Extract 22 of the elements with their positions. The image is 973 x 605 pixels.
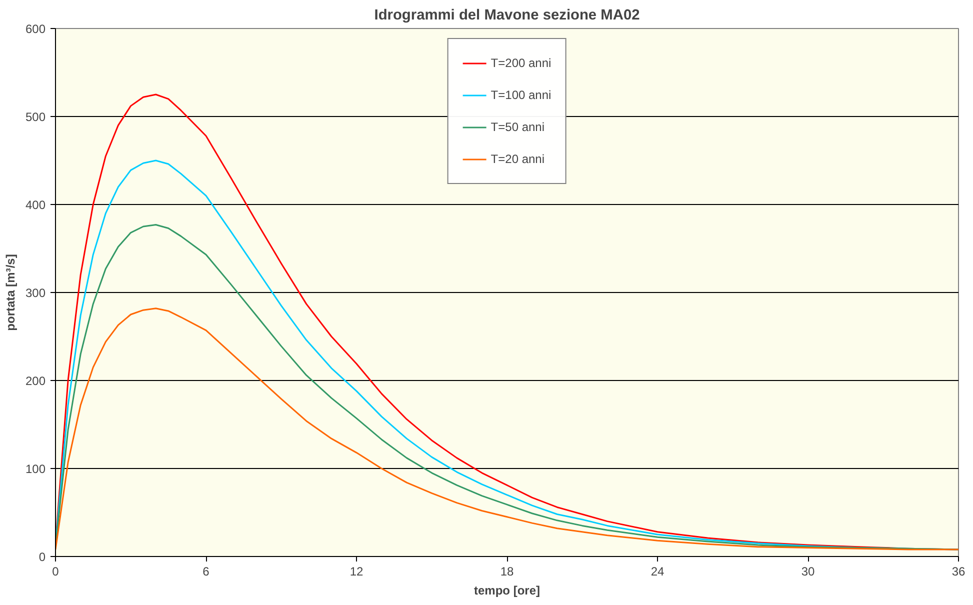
x-axis-title: tempo [ore] (474, 584, 540, 598)
y-tick-label: 400 (25, 198, 46, 212)
legend-label: T=200 anni (490, 56, 552, 70)
x-tick-label: 0 (52, 564, 60, 578)
legend-label: T=100 anni (490, 88, 552, 102)
x-tick-label: 36 (952, 564, 966, 578)
y-axis-title: portata [m³/s] (3, 254, 18, 331)
y-tick-label: 500 (25, 110, 46, 124)
chart-title: Idrogrammi del Mavone sezione MA02 (374, 8, 640, 24)
line-series (56, 308, 958, 550)
legend-label: T=20 anni (490, 152, 545, 166)
y-tick-label: 300 (25, 286, 46, 300)
x-tick-label: 24 (650, 564, 664, 578)
y-tick-label: 600 (25, 22, 46, 36)
x-tick-label: 6 (202, 564, 210, 578)
x-tick-label: 30 (801, 564, 815, 578)
y-tick-label: 200 (25, 374, 46, 388)
y-tick-label: 100 (25, 462, 46, 476)
legend-label: T=50 anni (490, 120, 545, 134)
x-tick-label: 12 (350, 564, 364, 578)
y-tick-label: 0 (38, 550, 46, 564)
x-tick-label: 18 (500, 564, 514, 578)
